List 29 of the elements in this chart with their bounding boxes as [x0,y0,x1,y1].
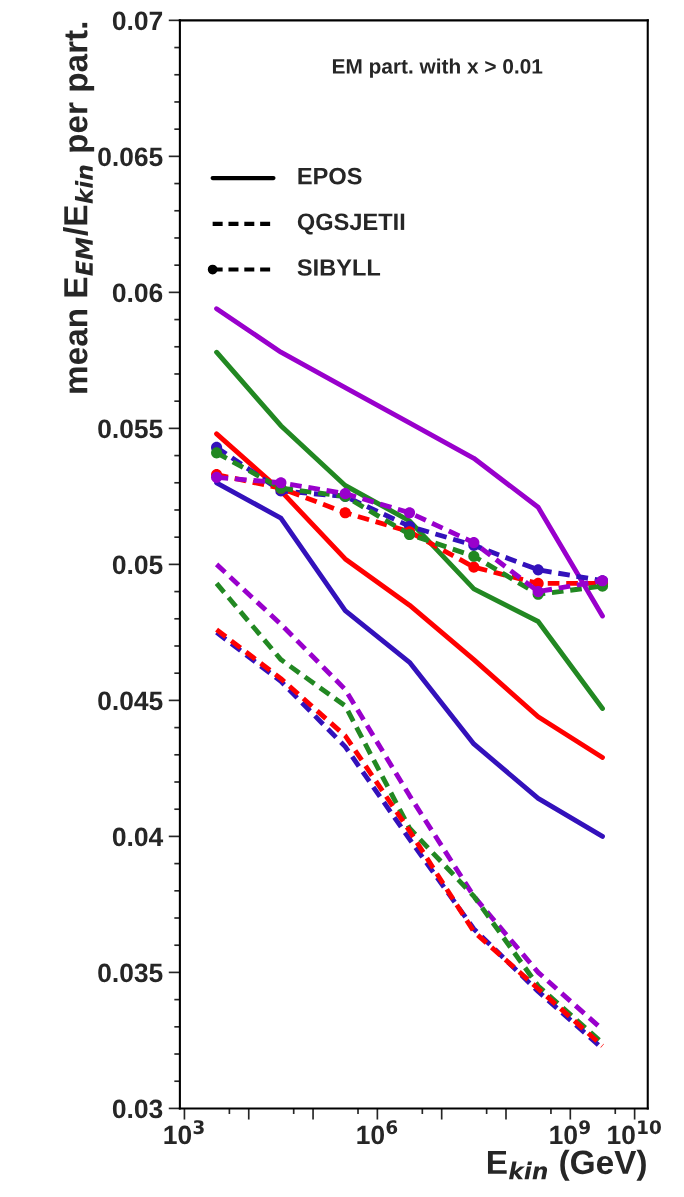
y-tick-label: 0.065 [98,147,163,167]
point [532,564,544,576]
y-tick-label: 0.03 [112,1099,163,1119]
line-series [214,349,605,711]
annotation: QGSJETII [297,213,405,235]
y-tick-label: 0.035 [98,963,163,983]
point [339,507,351,519]
point [275,477,287,489]
x-axis-title: E$_{kin}$ (GeV) [487,1149,646,1181]
line-series [214,431,605,760]
annotation: SIBYLL [297,259,381,276]
y-tick-label: 0.045 [98,691,163,711]
x-tick-label: 10$^{10}$ [608,1120,661,1145]
point [211,447,223,459]
y-tick-label: 0.05 [112,555,163,575]
annotation: EM part. with x > 0.01 [332,58,543,78]
y-tick-label: 0.04 [112,827,164,847]
y-tick-label: 0.06 [112,283,163,303]
line-series [214,306,605,619]
x-tick-label: 10$^{3}$ [164,1120,204,1145]
y-axis-title: mean E$_{EM}$/E$_{kin}$ per part. [63,22,95,393]
annotation: EPOS [298,167,362,185]
point [403,507,416,519]
x-tick-label: 10$^{9}$ [550,1120,590,1145]
y-tick-label: 0.07 [112,11,163,31]
point [468,561,480,573]
x-tick-label: 10$^{6}$ [357,1120,398,1145]
y-tick-label: 0.055 [98,419,163,439]
point [468,550,480,562]
